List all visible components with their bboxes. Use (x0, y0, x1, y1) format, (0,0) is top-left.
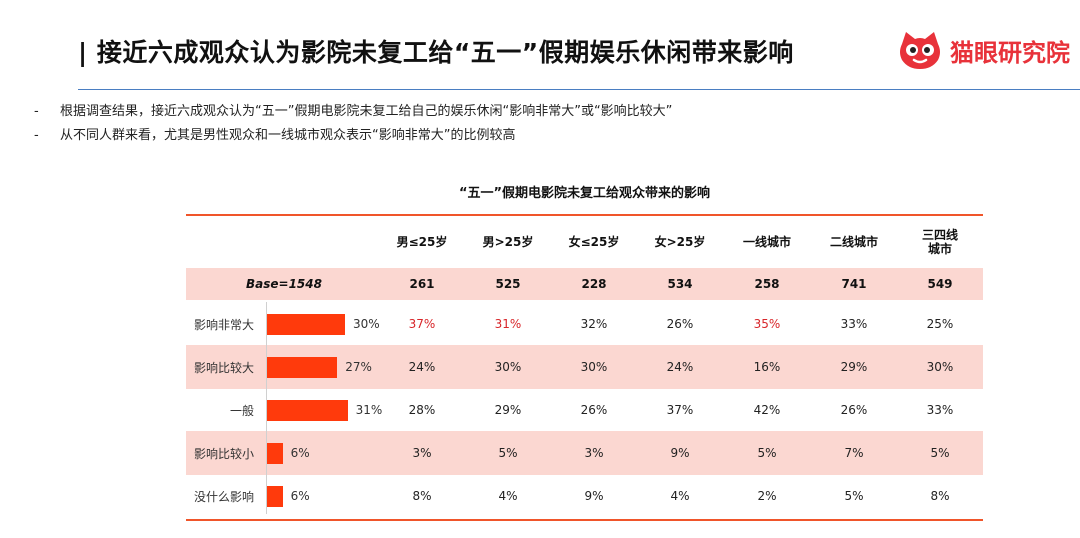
page-title: | 接近六成观众认为影院未复工给“五一”假期娱乐休闲带来影响 (78, 38, 794, 67)
cat-face-icon (900, 32, 940, 69)
bullet-text: 从不同人群来看，尤其是男性观众和一线城市观众表示“影响非常大”的比例较高 (60, 128, 516, 143)
table-base-row: Base=1548 261 525 228 534 258 741 549 (186, 268, 983, 300)
column-header: 三四线 城市 (921, 227, 958, 256)
total-bar (267, 400, 348, 421)
value-cell: 28% (408, 403, 436, 417)
value-cell: 8% (930, 489, 950, 503)
value-cell: 26% (666, 317, 694, 331)
table-row: 影响比较小 6% 3% 5% 3% 9% 5% 7% 5% (186, 431, 983, 475)
bullet-list: - 根据调查结果，接近六成观众认为“五一”假期电影院未复工给自己的娱乐休闲“影响… (34, 100, 672, 148)
value-cell: 33% (840, 317, 868, 331)
table-row: 没什么影响 6% 8% 4% 9% 4% 2% 5% 8% (186, 474, 983, 518)
column-header: 男>25岁 (482, 234, 534, 249)
value-cell: 33% (926, 403, 954, 417)
bullet-item: - 根据调查结果，接近六成观众认为“五一”假期电影院未复工给自己的娱乐休闲“影响… (34, 100, 672, 124)
value-cell: 24% (408, 360, 436, 374)
value-cell: 42% (753, 403, 781, 417)
value-cell: 4% (498, 489, 518, 503)
total-bar-label: 6% (290, 489, 310, 503)
value-cell: 24% (666, 360, 694, 374)
value-cell: 30% (494, 360, 522, 374)
value-cell: 7% (844, 446, 864, 460)
value-cell: 35% (753, 317, 781, 331)
table-row: 影响比较大 27% 24% 30% 30% 24% 16% 29% 30% (186, 345, 983, 389)
base-value-cell: 525 (495, 277, 521, 291)
column-header: 女≤25岁 (568, 234, 620, 249)
value-cell: 29% (494, 403, 522, 417)
base-value-cell: 534 (667, 277, 693, 291)
value-cell: 8% (412, 489, 432, 503)
column-header: 一线城市 (742, 234, 791, 249)
value-cell: 26% (840, 403, 868, 417)
table-row: 影响非常大 30% 37% 31% 32% 26% 35% 33% 25% (186, 302, 983, 346)
column-header: 二线城市 (829, 234, 878, 249)
value-cell: 32% (580, 317, 608, 331)
base-value-cell: 261 (409, 277, 435, 291)
slide-header: | 接近六成观众认为影院未复工给“五一”假期娱乐休闲带来影响 猫眼研究院 (0, 0, 1080, 90)
total-bar (267, 486, 283, 507)
value-cell: 4% (670, 489, 690, 503)
base-label: Base=1548 (246, 277, 322, 291)
header-divider (78, 89, 1080, 90)
row-label: 一般 (229, 403, 254, 418)
value-cell: 29% (840, 360, 868, 374)
table-row: 一般 31% 28% 29% 26% 37% 42% 26% 33% (186, 388, 983, 432)
value-cell: 5% (844, 489, 864, 503)
brand-logo-text: 猫眼研究院 (950, 38, 1070, 67)
bullet-item: - 从不同人群来看，尤其是男性观众和一线城市观众表示“影响非常大”的比例较高 (34, 124, 672, 148)
bar-axis-line (266, 302, 267, 514)
value-cell: 30% (580, 360, 608, 374)
value-cell: 25% (926, 317, 954, 331)
value-cell: 3% (412, 446, 432, 460)
chart-title: “五一”假期电影院未复工给观众带来的影响 (458, 186, 711, 201)
value-cell: 2% (757, 489, 777, 503)
value-cell: 5% (498, 446, 518, 460)
total-bar-label: 30% (353, 317, 380, 331)
row-label: 没什么影响 (194, 489, 255, 504)
base-value-cell: 549 (927, 277, 953, 291)
value-cell: 3% (584, 446, 604, 460)
row-label: 影响比较小 (194, 446, 255, 461)
total-bar (267, 443, 283, 464)
column-header: 男≤25岁 (396, 234, 448, 249)
table-header-row: 男≤25岁 男>25岁 女≤25岁 女>25岁 一线城市 二线城市 三四线 城市 (186, 216, 983, 267)
total-bar (267, 314, 345, 335)
total-bar-label: 27% (345, 360, 372, 374)
bullet-text: 根据调查结果，接近六成观众认为“五一”假期电影院未复工给自己的娱乐休闲“影响非常… (60, 104, 673, 119)
base-value-cell: 741 (841, 277, 867, 291)
value-cell: 37% (666, 403, 694, 417)
base-value-cell: 258 (754, 277, 780, 291)
value-cell: 5% (930, 446, 950, 460)
value-cell: 5% (757, 446, 777, 460)
brand-logo: 猫眼研究院 (898, 30, 1070, 70)
row-label: 影响比较大 (194, 360, 255, 375)
table-bottom-rule (186, 519, 983, 521)
value-cell: 16% (753, 360, 781, 374)
bullet-dash: - (34, 128, 39, 143)
row-label: 影响非常大 (194, 317, 255, 332)
column-header: 女>25岁 (654, 234, 706, 249)
value-cell: 31% (494, 317, 522, 331)
value-cell: 30% (926, 360, 954, 374)
value-cell: 9% (584, 489, 604, 503)
total-bar-label: 6% (290, 446, 310, 460)
value-cell: 26% (580, 403, 608, 417)
bullet-dash: - (34, 104, 39, 119)
value-cell: 9% (670, 446, 690, 460)
total-bar-label: 31% (355, 403, 383, 417)
base-value-cell: 228 (581, 277, 607, 291)
total-bar (267, 357, 338, 378)
value-cell: 37% (408, 317, 436, 331)
table-top-rule (186, 214, 983, 216)
